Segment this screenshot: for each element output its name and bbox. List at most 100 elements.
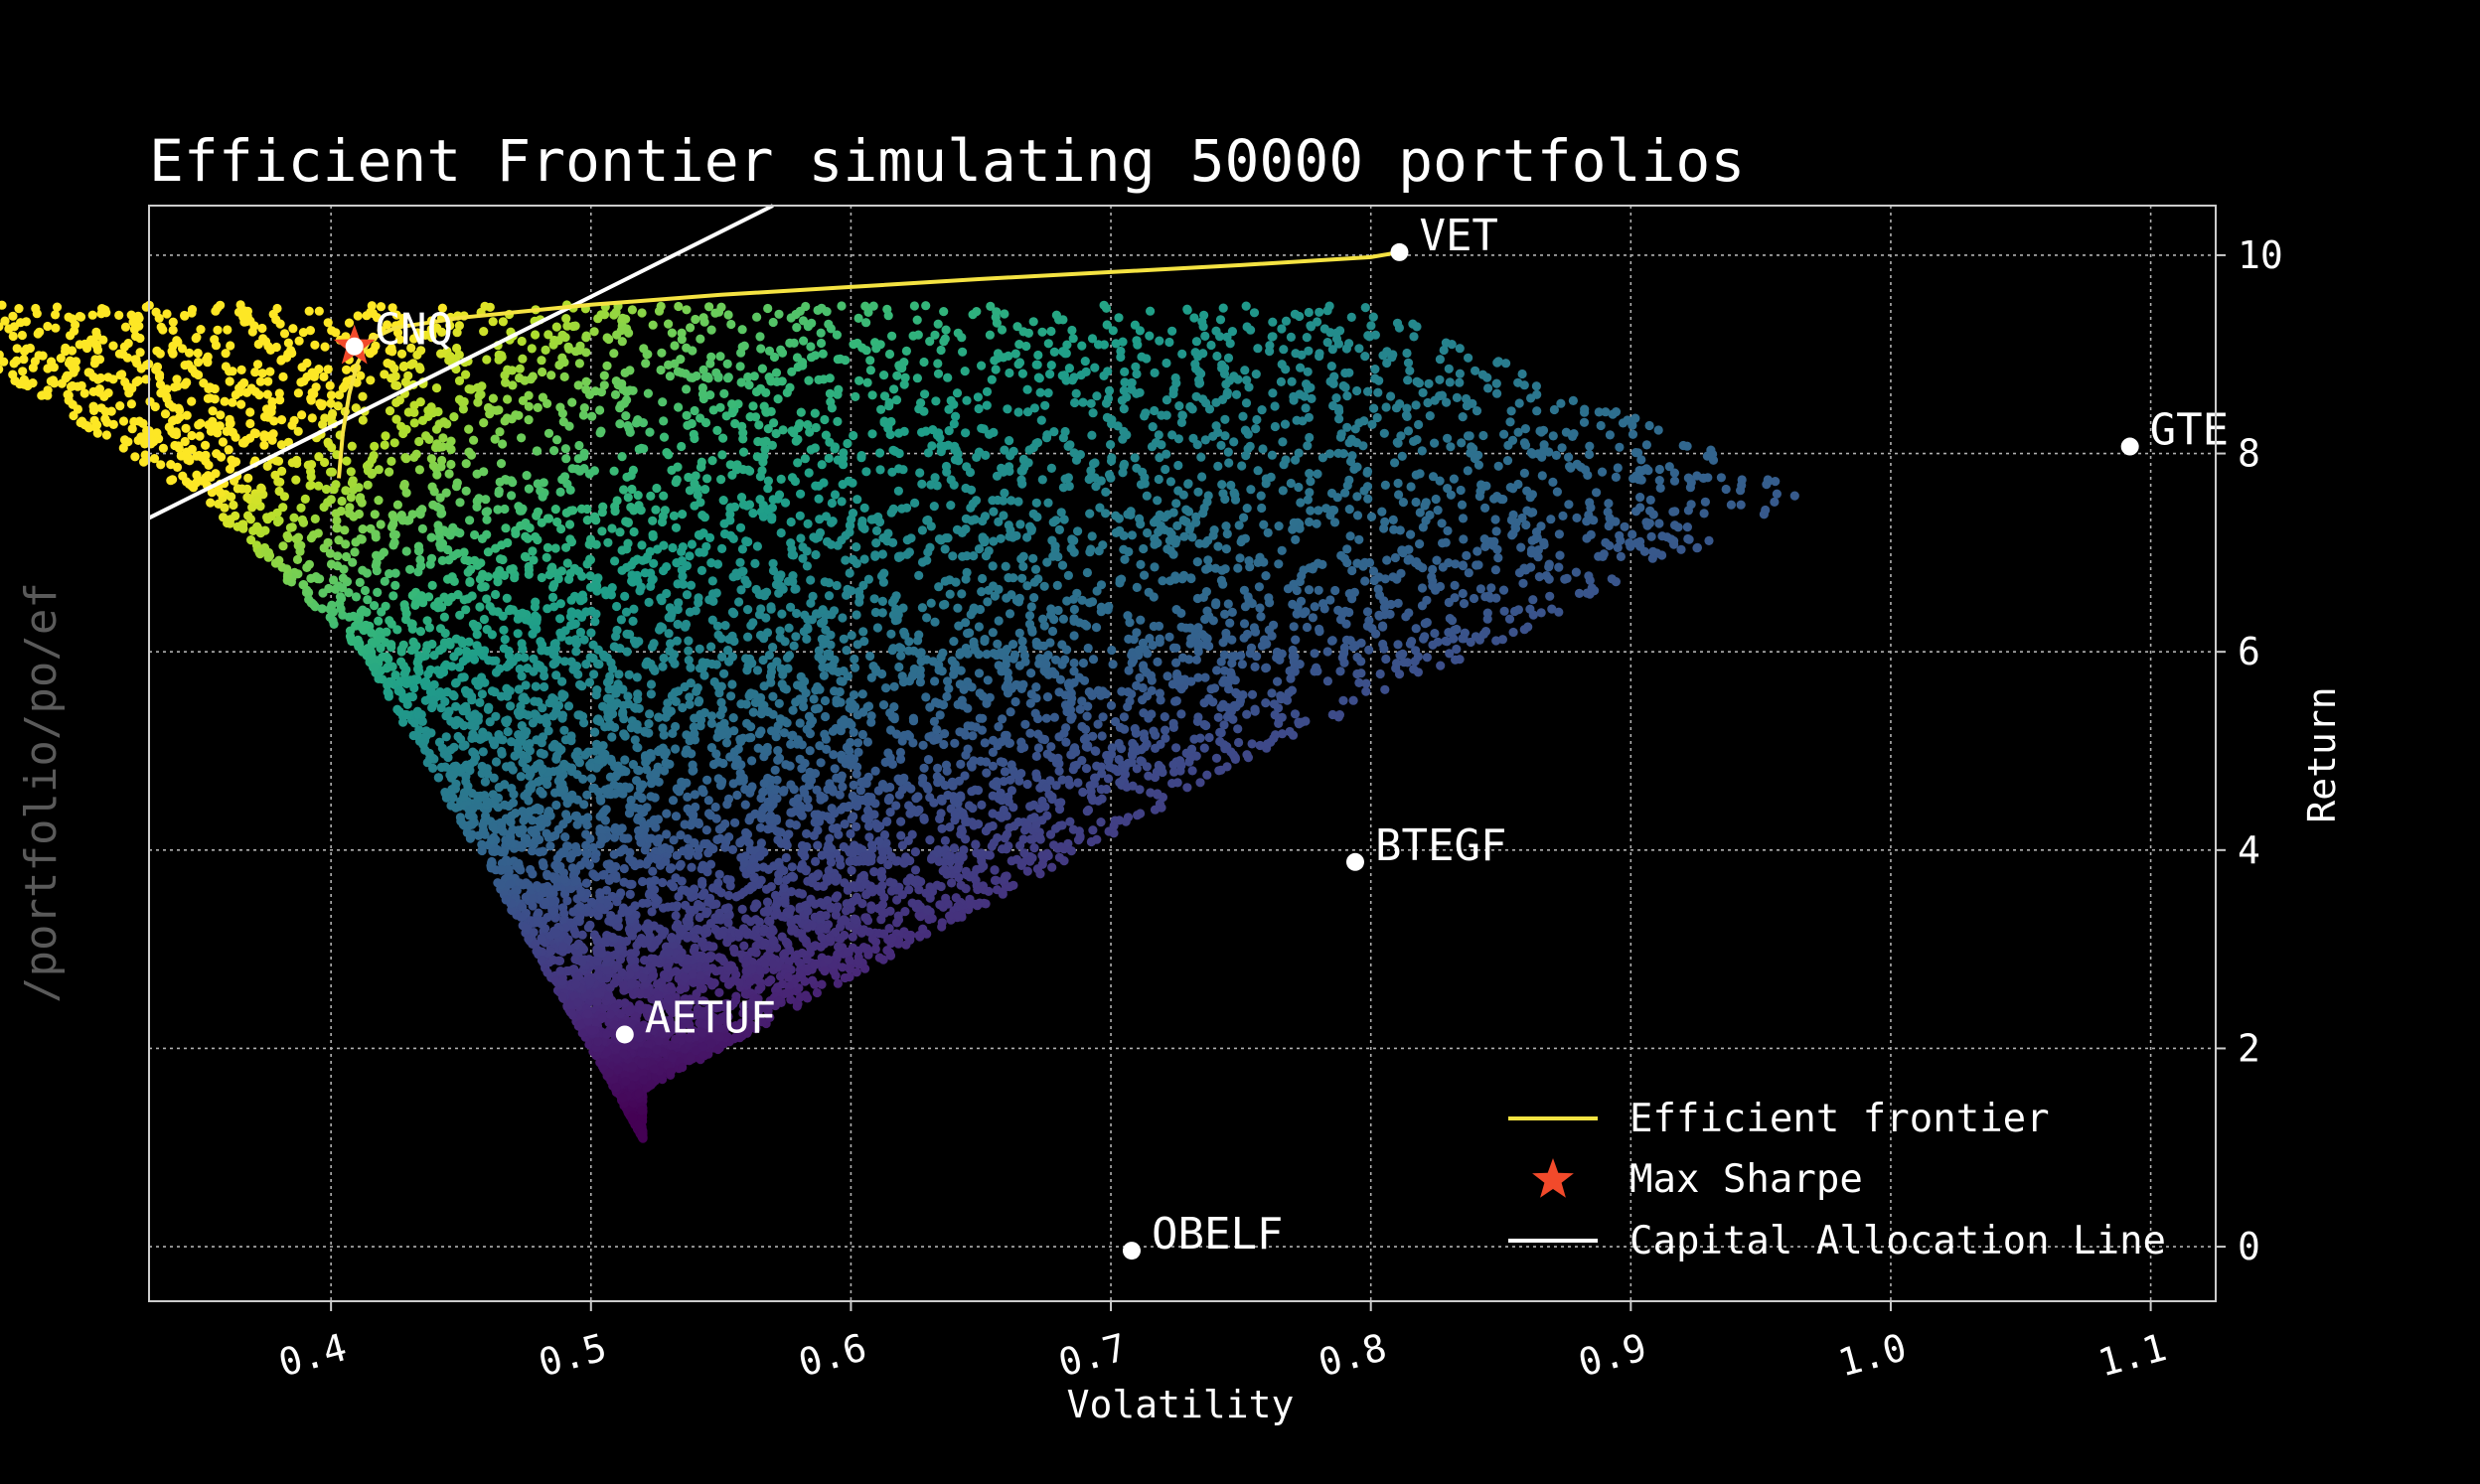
portfolio-point <box>672 558 682 568</box>
portfolio-point <box>1201 587 1211 597</box>
portfolio-point <box>1176 709 1186 719</box>
portfolio-point <box>961 618 971 628</box>
portfolio-point <box>551 322 561 332</box>
portfolio-point <box>236 365 246 374</box>
portfolio-point <box>196 418 206 428</box>
portfolio-point <box>1452 392 1462 402</box>
portfolio-point <box>1189 313 1199 323</box>
portfolio-point <box>782 718 792 728</box>
portfolio-point <box>1394 669 1405 679</box>
portfolio-point <box>859 554 869 564</box>
portfolio-point <box>971 722 981 732</box>
portfolio-point <box>1045 829 1056 839</box>
portfolio-point <box>915 677 926 687</box>
portfolio-point <box>831 910 842 920</box>
portfolio-point <box>796 407 806 417</box>
portfolio-point <box>1039 581 1049 591</box>
portfolio-point <box>803 615 813 625</box>
portfolio-point <box>833 978 844 988</box>
portfolio-point <box>118 416 129 426</box>
portfolio-point <box>400 453 410 463</box>
portfolio-point <box>178 471 188 481</box>
portfolio-point <box>537 356 546 366</box>
portfolio-point <box>460 555 470 565</box>
portfolio-point <box>575 627 586 638</box>
portfolio-point <box>827 403 838 413</box>
portfolio-point <box>933 763 943 774</box>
portfolio-point <box>194 370 204 380</box>
portfolio-point <box>685 486 696 496</box>
portfolio-point <box>1422 653 1432 663</box>
portfolio-point <box>574 440 584 451</box>
portfolio-point <box>1455 369 1465 378</box>
portfolio-point <box>658 903 669 913</box>
portfolio-point <box>427 482 437 492</box>
portfolio-point <box>1433 637 1443 647</box>
portfolio-point <box>1326 362 1336 371</box>
portfolio-point <box>1148 640 1158 651</box>
portfolio-point <box>539 478 548 488</box>
portfolio-point <box>891 395 902 405</box>
portfolio-point <box>1025 521 1035 531</box>
portfolio-point <box>79 388 89 398</box>
portfolio-point <box>943 676 953 686</box>
portfolio-point <box>881 683 891 693</box>
portfolio-point <box>1699 509 1709 519</box>
portfolio-point <box>1083 643 1093 654</box>
portfolio-point <box>515 664 525 674</box>
portfolio-point <box>747 756 757 766</box>
portfolio-point <box>884 349 895 360</box>
portfolio-point <box>690 433 699 444</box>
portfolio-point <box>720 818 730 829</box>
portfolio-point <box>1435 374 1445 384</box>
portfolio-point <box>934 856 944 867</box>
portfolio-point <box>684 646 694 656</box>
portfolio-point <box>488 317 498 327</box>
portfolio-point <box>1450 580 1460 591</box>
portfolio-point <box>1120 724 1130 734</box>
portfolio-point <box>845 955 854 965</box>
portfolio-point <box>1257 405 1267 415</box>
portfolio-point <box>711 749 721 759</box>
portfolio-point <box>600 816 611 825</box>
portfolio-point <box>1008 446 1018 456</box>
portfolio-point <box>57 378 67 388</box>
portfolio-point <box>1213 427 1223 437</box>
portfolio-point <box>730 418 740 429</box>
portfolio-point <box>433 773 443 783</box>
portfolio-point <box>466 720 476 730</box>
portfolio-point <box>965 467 976 478</box>
portfolio-point <box>1348 695 1358 705</box>
portfolio-point <box>726 691 736 701</box>
portfolio-point <box>0 350 4 360</box>
portfolio-point <box>1418 522 1428 532</box>
portfolio-point <box>1251 370 1261 379</box>
portfolio-point <box>1268 317 1278 327</box>
portfolio-point <box>1253 344 1263 354</box>
portfolio-point <box>1198 508 1208 519</box>
portfolio-point <box>1202 497 1212 507</box>
portfolio-point <box>768 691 778 701</box>
portfolio-point <box>1054 524 1064 535</box>
portfolio-point <box>417 523 427 534</box>
portfolio-point <box>671 744 681 754</box>
portfolio-point <box>1158 576 1167 586</box>
portfolio-point <box>350 547 360 557</box>
portfolio-point <box>787 367 797 376</box>
portfolio-point <box>913 792 923 802</box>
portfolio-point <box>324 583 334 594</box>
portfolio-point <box>1334 414 1344 424</box>
portfolio-point <box>685 551 695 561</box>
portfolio-point <box>1501 359 1511 369</box>
portfolio-point <box>482 355 492 365</box>
portfolio-point <box>914 805 924 816</box>
portfolio-point <box>555 628 565 638</box>
portfolio-point <box>502 683 512 693</box>
portfolio-point <box>491 757 502 767</box>
portfolio-point <box>503 727 513 737</box>
portfolio-point <box>292 455 302 465</box>
portfolio-point <box>826 815 836 825</box>
portfolio-point <box>250 368 260 377</box>
portfolio-point <box>387 456 396 466</box>
portfolio-point <box>689 977 698 988</box>
